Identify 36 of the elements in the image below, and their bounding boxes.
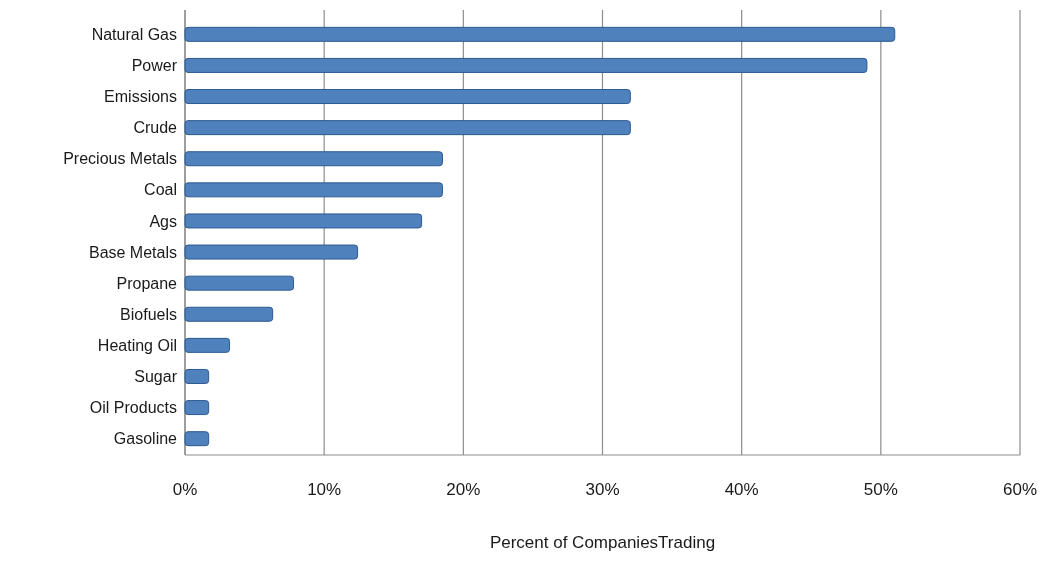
x-axis-title: Percent of CompaniesTrading <box>489 533 716 552</box>
bar <box>184 120 631 136</box>
y-tick-label: Coal <box>144 181 177 199</box>
bar <box>184 368 210 384</box>
y-tick-label: Heating Oil <box>97 336 177 354</box>
y-tick-label: Emissions <box>104 88 177 106</box>
y-tick-label: Gasoline <box>113 430 178 448</box>
bar <box>184 182 443 198</box>
bar <box>184 151 443 167</box>
y-tick-label: Ags <box>149 212 177 230</box>
y-tick-label: Base Metals <box>88 243 177 261</box>
bar <box>184 213 423 229</box>
bar <box>184 306 274 322</box>
x-tick-label: 40% <box>724 480 759 499</box>
bar <box>184 337 231 353</box>
y-tick-label: Power <box>131 57 178 75</box>
bar <box>184 400 210 416</box>
x-tick-label: 20% <box>446 480 481 499</box>
y-tick-label: Sugar <box>134 368 178 386</box>
x-tick-label: 30% <box>585 480 620 499</box>
y-tick-label: Crude <box>133 119 178 137</box>
bar <box>184 431 210 447</box>
bar <box>184 26 896 42</box>
y-tick-label: Precious Metals <box>63 150 177 168</box>
y-tick-label: Natural Gas <box>91 25 177 43</box>
x-tick-label: 0% <box>172 480 198 499</box>
x-tick-label: 50% <box>863 480 898 499</box>
bar <box>184 57 868 73</box>
bar <box>184 244 359 260</box>
y-tick-label: Biofuels <box>120 305 177 323</box>
x-tick-label: 60% <box>1002 480 1038 499</box>
bar <box>184 89 631 105</box>
y-tick-label: Oil Products <box>89 399 177 417</box>
y-tick-label: Propane <box>116 274 178 292</box>
x-tick-label: 10% <box>307 480 342 499</box>
bar <box>184 275 295 291</box>
